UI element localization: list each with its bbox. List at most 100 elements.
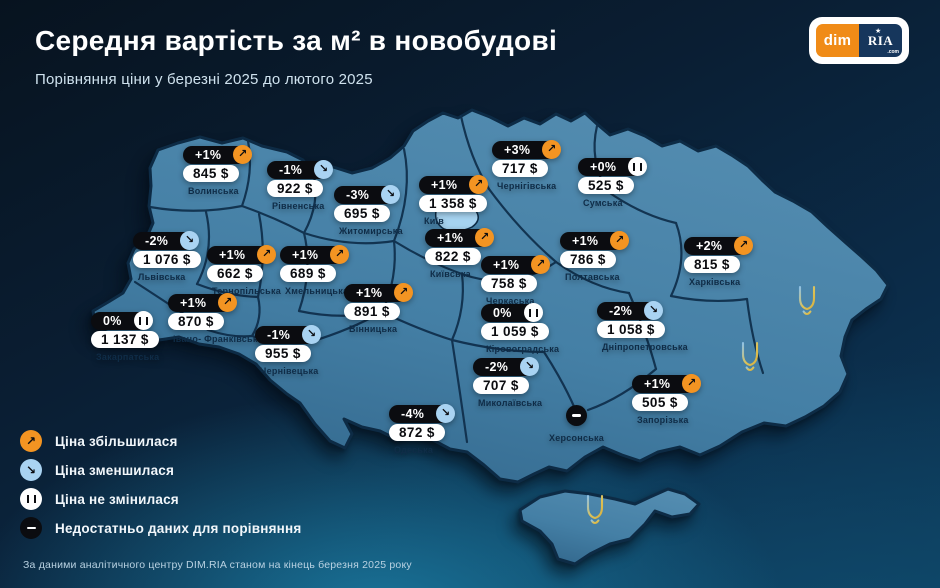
region-label: Хмельницька [285,286,349,296]
trend-icon: ↗ [542,140,562,159]
logo-ria-block: RIA ★ .com [859,24,902,57]
change-pill: -2% ↘ [133,231,200,250]
region-badge: +1% ↗ 1 358 $ Київ [419,175,489,226]
legend: ↗ Ціна збільшилася ↘ Ціна зменшилася Цін… [20,430,301,539]
region-label: Івано- Франківська [173,334,263,344]
change-pill: +1% ↗ [183,145,253,164]
region-label: Волинська [188,186,239,196]
change-value: +1% [644,376,671,391]
region-label: Кіровоградська [486,344,560,354]
change-pill: -3% ↘ [334,185,401,204]
trend-icon: ↘ [302,325,322,344]
change-value: +0% [590,159,617,174]
change-value: +1% [292,247,319,262]
trend-icon [628,157,648,176]
region-badge: -1% ↘ 922 $ Рівненська [267,160,334,211]
region-badge: +1% ↗ 786 $ Полтавська [560,231,630,282]
change-value: -1% [279,162,303,177]
price-pill: 525 $ [578,177,634,194]
region-badge: 0% 1 059 $ Кіровоградська [481,303,560,354]
trend-icon: ↗ [469,175,489,194]
change-value: +1% [180,295,207,310]
legend-trend-icon [20,517,42,539]
region-label: Черкаська [486,296,535,306]
header: Середня вартість за м² в новобудові Порі… [35,25,557,88]
change-pill: -2% ↘ [473,357,540,376]
change-value: +1% [431,177,458,192]
change-value: +1% [356,285,383,300]
change-pill: -2% ↘ [597,301,664,320]
price-pill: 1 058 $ [597,321,665,338]
region-badge: +1% ↗ 845 $ Волинська [183,145,253,196]
trend-icon: ↘ [644,301,664,320]
legend-trend-icon [20,488,42,510]
region-badge: -2% ↘ 1 076 $ Львівська [133,231,201,282]
price-pill: 758 $ [481,275,537,292]
change-pill: +2% ↗ [684,236,754,255]
price-pill: 1 358 $ [419,195,487,212]
change-pill: +1% ↗ [280,245,350,264]
legend-label: Ціна зменшилася [55,462,175,478]
region-badge: +2% ↗ 815 $ Харківська [684,236,754,287]
legend-label: Ціна не змінилася [55,491,179,507]
footer-source-note: За даними аналітичного центру DIM.RIA ст… [23,559,412,571]
region-badge: 0% 1 137 $ Закарпатська [91,311,159,362]
trend-icon: ↘ [381,185,401,204]
change-pill: +1% ↗ [344,283,414,302]
price-pill: 822 $ [425,248,481,265]
price-pill: 872 $ [389,424,445,441]
legend-item: Недостатньо даних для порівняння [20,517,301,539]
price-pill: 786 $ [560,251,616,268]
price-pill: 689 $ [280,265,336,282]
region-label: Одеська [394,445,434,455]
change-value: +1% [493,257,520,272]
price-pill: 845 $ [183,165,239,182]
ria-star-icon: ★ [875,27,882,35]
legend-item: Ціна не змінилася [20,488,301,510]
region-badge: +1% ↗ 822 $ Київська [425,228,495,279]
price-pill: 505 $ [632,394,688,411]
change-value: -2% [145,233,169,248]
change-pill: -4% ↘ [389,404,456,423]
trend-icon: ↗ [610,231,630,250]
change-value: +1% [572,233,599,248]
change-value: +1% [219,247,246,262]
price-pill: 891 $ [344,303,400,320]
dim-ria-logo: dim RIA ★ .com [809,17,909,64]
change-pill: +1% ↗ [425,228,495,247]
change-pill: +1% ↗ [207,245,277,264]
trend-icon: ↗ [257,245,277,264]
logo-dim-block: dim [816,24,859,57]
change-pill: -1% ↘ [255,325,322,344]
change-pill: +1% ↗ [168,293,238,312]
region-label: Рівненська [272,201,325,211]
change-pill: -1% ↘ [267,160,334,179]
trend-icon: ↘ [314,160,334,179]
region-badge: +1% ↗ 662 $ Тернопільська [207,245,281,296]
legend-trend-icon: ↗ [20,430,42,452]
change-value: -2% [485,359,509,374]
region-badge: +1% ↗ 870 $ Івано- Франківська [168,293,263,344]
change-value: 0% [103,313,122,328]
region-label: Херсонська [549,433,604,443]
price-pill: 695 $ [334,205,390,222]
trend-icon: ↗ [734,236,754,255]
region-badge: -1% ↘ 955 $ Чернівецька [255,325,322,376]
region-label: Полтавська [565,272,620,282]
region-badge: -4% ↘ 872 $ Одеська [389,404,456,455]
price-pill: 1 059 $ [481,323,549,340]
region-label: Миколаївська [478,398,543,408]
region-label: Київ [424,216,445,226]
region-label: Київська [430,269,471,279]
trend-icon: ↗ [475,228,495,247]
price-pill: 870 $ [168,313,224,330]
region-label: Дніпропетровська [602,342,688,352]
change-pill: +1% ↗ [632,374,702,393]
region-label: Сумська [583,198,623,208]
legend-label: Ціна збільшилася [55,433,178,449]
price-pill: 1 076 $ [133,251,201,268]
trend-icon: ↘ [436,404,456,423]
region-badge: +1% ↗ 891 $ Вінницька [344,283,414,334]
change-value: -4% [401,406,425,421]
